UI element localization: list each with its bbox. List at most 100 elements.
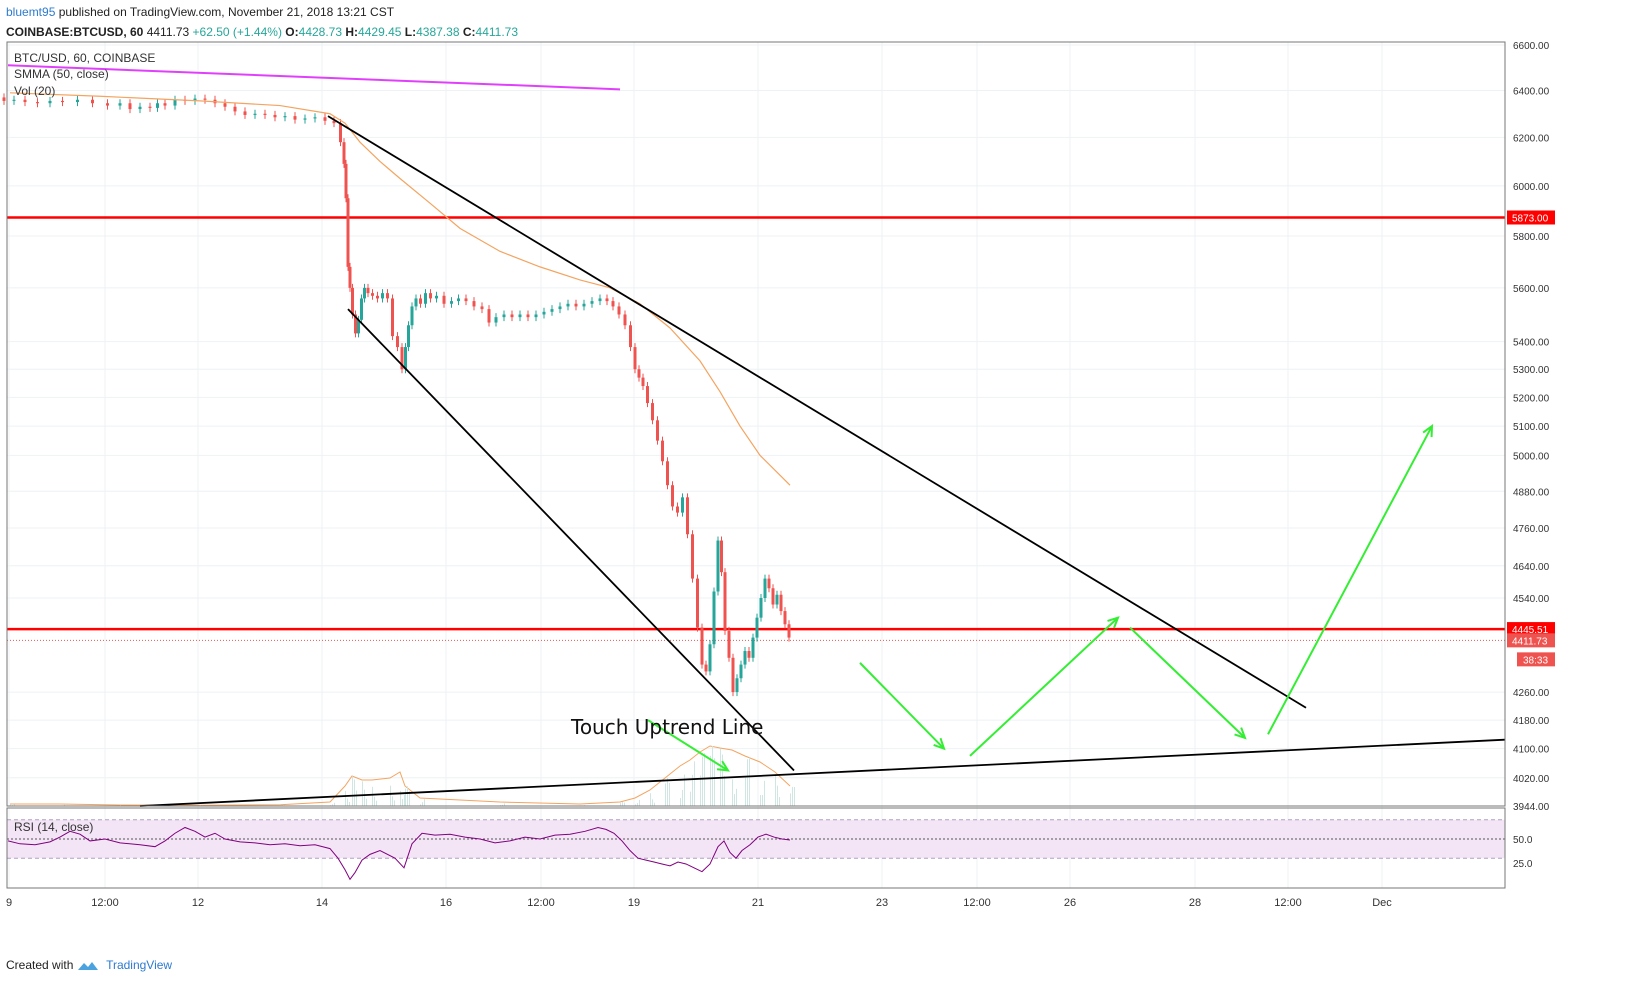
candle-body bbox=[386, 293, 389, 299]
volume-bar bbox=[332, 804, 333, 806]
candle-body bbox=[566, 303, 570, 307]
arrow-shaft bbox=[1267, 425, 1433, 735]
volume-bar bbox=[714, 758, 715, 806]
candle-body bbox=[775, 594, 779, 605]
price-label-text: 5873.00 bbox=[1512, 213, 1549, 224]
volume-bar bbox=[64, 804, 65, 806]
high-label: H: bbox=[345, 25, 359, 39]
candle-body bbox=[480, 306, 484, 310]
candle-body bbox=[61, 100, 64, 103]
volume-bar bbox=[650, 793, 651, 806]
close-label: C: bbox=[462, 25, 476, 39]
candle-body bbox=[223, 103, 227, 107]
volume-bar bbox=[749, 757, 750, 806]
candle-body bbox=[76, 99, 79, 103]
symbol-info: COINBASE:BTCUSD, 60 bbox=[6, 25, 144, 39]
price-tick-label: 4640.00 bbox=[1513, 562, 1550, 573]
trendlines[interactable] bbox=[7, 64, 1506, 807]
candle-body bbox=[637, 369, 641, 378]
volume-bar bbox=[712, 746, 713, 806]
arrow-shaft bbox=[969, 616, 1119, 757]
volume-bar bbox=[639, 799, 640, 806]
volume-bar bbox=[764, 780, 765, 806]
candle-body bbox=[273, 114, 277, 118]
chart-frame bbox=[6, 41, 1506, 889]
candle-body bbox=[708, 644, 712, 672]
candle-body bbox=[366, 287, 370, 294]
arrow-head bbox=[1107, 616, 1120, 629]
volume-bar bbox=[690, 791, 691, 806]
candle-body bbox=[716, 540, 720, 592]
candle-body bbox=[464, 298, 468, 302]
price-tick-label: 4260.00 bbox=[1513, 688, 1550, 699]
candle-body bbox=[755, 617, 759, 638]
candle-body bbox=[156, 103, 159, 108]
price-tick-label: 3944.00 bbox=[1513, 802, 1550, 813]
candle-body bbox=[671, 485, 674, 507]
volume-bar bbox=[794, 787, 795, 806]
candle-body bbox=[346, 198, 350, 267]
candle-body bbox=[550, 309, 554, 312]
volume-bar bbox=[652, 799, 653, 806]
volume-bar bbox=[404, 794, 405, 806]
volume-bar bbox=[635, 804, 636, 806]
candle-body bbox=[381, 293, 384, 299]
candle-body bbox=[12, 99, 16, 101]
price-tick-label: 4180.00 bbox=[1513, 716, 1550, 727]
volume-bar bbox=[762, 795, 763, 806]
volume-bar bbox=[10, 804, 11, 806]
price-tick-label: 4880.00 bbox=[1513, 487, 1550, 498]
volume-bar bbox=[422, 802, 423, 806]
volume-bar bbox=[405, 788, 406, 806]
annotation-text[interactable]: Touch Uptrend Line bbox=[570, 715, 763, 739]
candle-body bbox=[712, 591, 716, 645]
candle-body bbox=[360, 298, 363, 320]
volume-bar bbox=[402, 798, 403, 806]
created-with: Created with bbox=[6, 958, 74, 972]
candle-body bbox=[681, 497, 684, 513]
volume-bar bbox=[637, 803, 638, 806]
volume-bar bbox=[394, 800, 395, 806]
tradingview-link[interactable]: TradingView bbox=[106, 958, 173, 972]
candle-body bbox=[303, 118, 307, 120]
volume-bar bbox=[280, 804, 281, 806]
candle-body bbox=[633, 347, 637, 370]
candle-body bbox=[526, 314, 530, 318]
candle-body bbox=[700, 627, 704, 665]
legend-smma: SMMA (50, close) bbox=[14, 67, 109, 81]
candle-body bbox=[605, 298, 609, 302]
price-label-box bbox=[1507, 622, 1555, 637]
candle-body bbox=[783, 611, 787, 625]
candle-body bbox=[590, 301, 594, 304]
low-label: L: bbox=[404, 25, 417, 39]
candle-body bbox=[253, 113, 257, 115]
volume-bar bbox=[747, 759, 748, 806]
username[interactable]: bluemt95 bbox=[6, 5, 56, 19]
candle-body bbox=[357, 319, 360, 334]
candle-body bbox=[542, 311, 546, 315]
price-axis[interactable]: 6600.00 6400.00 6200.00 6000.00 5800.00 5600.… bbox=[1513, 41, 1550, 813]
volume-bar bbox=[409, 790, 410, 806]
volume-bar bbox=[349, 801, 350, 806]
candle-body bbox=[148, 106, 152, 108]
candle-body bbox=[283, 116, 287, 118]
candle-body bbox=[582, 303, 586, 307]
candle-body bbox=[751, 637, 755, 658]
smma-line bbox=[9, 92, 791, 486]
volume-bar bbox=[777, 785, 778, 806]
tradingview-logo-icon bbox=[77, 961, 98, 970]
candle-body bbox=[611, 301, 615, 307]
time-tick-label: 19 bbox=[628, 897, 640, 909]
candle-body bbox=[419, 298, 422, 304]
volume-bar bbox=[745, 776, 746, 806]
candle-body bbox=[518, 314, 522, 318]
volume-bar bbox=[760, 795, 761, 806]
arrow-head bbox=[933, 737, 946, 751]
candle-body bbox=[371, 293, 374, 296]
projection-arrows[interactable] bbox=[647, 424, 1434, 772]
time-axis[interactable]: 9 12:00 12 14 16 12:00 19 21 23 12:00 26 28 12:00 Dec bbox=[6, 897, 1392, 909]
candle-body bbox=[763, 578, 767, 598]
legend-vol: Vol (20) bbox=[14, 84, 55, 98]
trendline bbox=[139, 738, 1506, 807]
